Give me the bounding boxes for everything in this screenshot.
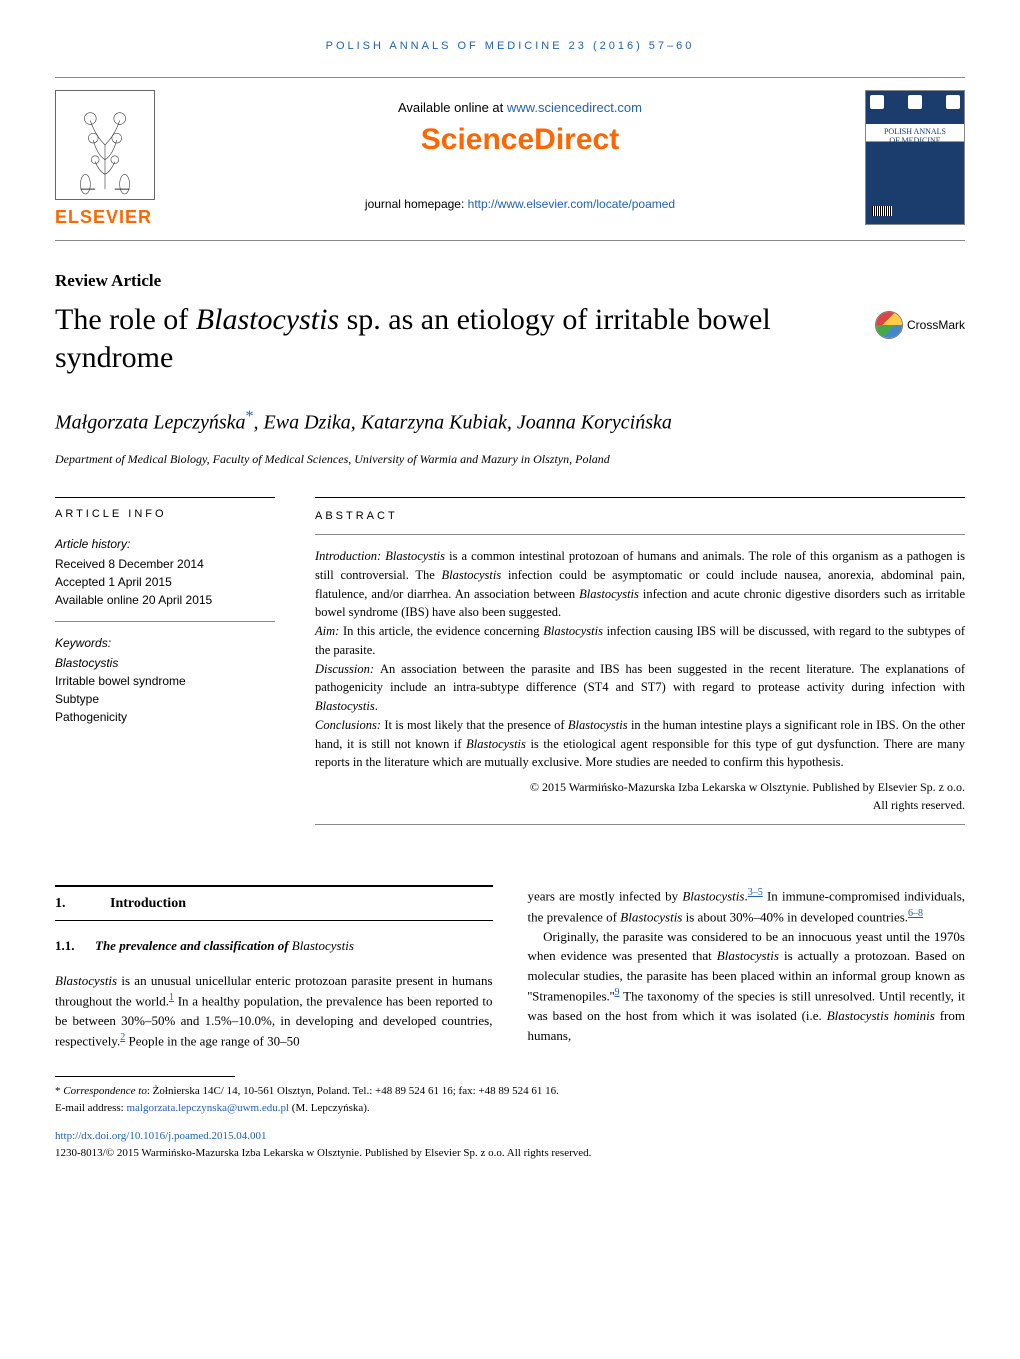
article-title: The role of Blastocystis sp. as an etiol…	[55, 301, 875, 376]
copyright: © 2015 Warmińsko-Mazurska Izba Lekarska …	[315, 778, 965, 814]
journal-homepage-link[interactable]: http://www.elsevier.com/locate/poamed	[468, 197, 675, 211]
crossmark-label: CrossMark	[907, 318, 965, 332]
subsection-heading: 1.1.The prevalence and classification of…	[55, 936, 493, 956]
doi-line: http://dx.doi.org/10.1016/j.poamed.2015.…	[55, 1128, 965, 1145]
journal-citation: POLISH ANNALS OF MEDICINE 23 (2016) 57–6…	[55, 40, 965, 52]
article-info: ARTICLE INFO Article history: Received 8…	[55, 497, 275, 826]
journal-cover[interactable]: POLISH ANNALSOF MEDICINE	[865, 90, 965, 225]
ref-link[interactable]: 3–5	[748, 887, 763, 898]
elsevier-logo[interactable]: ELSEVIER	[55, 90, 175, 228]
correspondence: * Correspondence to: Żołnierska 14C/ 14,…	[55, 1083, 965, 1100]
available-online: Available online at www.sciencedirect.co…	[195, 100, 845, 115]
journal-homepage: journal homepage: http://www.elsevier.co…	[195, 197, 845, 211]
keywords: Keywords: Blastocystis Irritable bowel s…	[55, 634, 275, 726]
crossmark-badge[interactable]: CrossMark	[875, 311, 965, 339]
article-history: Article history: Received 8 December 201…	[55, 535, 275, 622]
paragraph: Blastocystis is an unusual unicellular e…	[55, 971, 493, 1052]
journal-header: ELSEVIER Available online at www.science…	[55, 77, 965, 241]
header-center: Available online at www.sciencedirect.co…	[175, 90, 865, 211]
article-type: Review Article	[55, 271, 965, 291]
authors: Małgorzata Lepczyńska*, Ewa Dzika, Katar…	[55, 406, 965, 437]
sciencedirect-logo[interactable]: ScienceDirect	[421, 123, 619, 157]
corresponding-mark[interactable]: *	[246, 408, 254, 425]
abstract-body: Introduction: Blastocystis is a common i…	[315, 547, 965, 825]
right-column: years are mostly infected by Blastocysti…	[528, 885, 966, 1051]
elsevier-tree-icon	[55, 90, 155, 200]
cover-title: POLISH ANNALSOF MEDICINE	[866, 128, 964, 146]
sciencedirect-url[interactable]: www.sciencedirect.com	[507, 100, 642, 115]
section-heading: 1.Introduction	[55, 885, 493, 921]
abstract-heading: ABSTRACT	[315, 497, 965, 536]
article-info-heading: ARTICLE INFO	[55, 497, 275, 520]
paragraph: years are mostly infected by Blastocysti…	[528, 885, 966, 927]
affiliation: Department of Medical Biology, Faculty o…	[55, 452, 965, 467]
paragraph: Originally, the parasite was considered …	[528, 927, 966, 1045]
crossmark-icon	[875, 311, 903, 339]
footer: * Correspondence to: Żołnierska 14C/ 14,…	[55, 1076, 965, 1161]
elsevier-wordmark: ELSEVIER	[55, 207, 175, 228]
abstract: ABSTRACT Introduction: Blastocystis is a…	[315, 497, 965, 826]
left-column: 1.Introduction 1.1.The prevalence and cl…	[55, 885, 493, 1051]
doi-link[interactable]: http://dx.doi.org/10.1016/j.poamed.2015.…	[55, 1130, 267, 1142]
cover-logos	[870, 95, 960, 109]
email-line: E-mail address: malgorzata.lepczynska@uw…	[55, 1100, 965, 1117]
ref-link[interactable]: 6–8	[908, 908, 923, 919]
barcode-icon	[872, 206, 892, 216]
email-link[interactable]: malgorzata.lepczynska@uwm.edu.pl	[126, 1102, 289, 1114]
issn-copyright: 1230-8013/© 2015 Warmińsko-Mazurska Izba…	[55, 1145, 965, 1162]
body-text: 1.Introduction 1.1.The prevalence and cl…	[55, 885, 965, 1051]
